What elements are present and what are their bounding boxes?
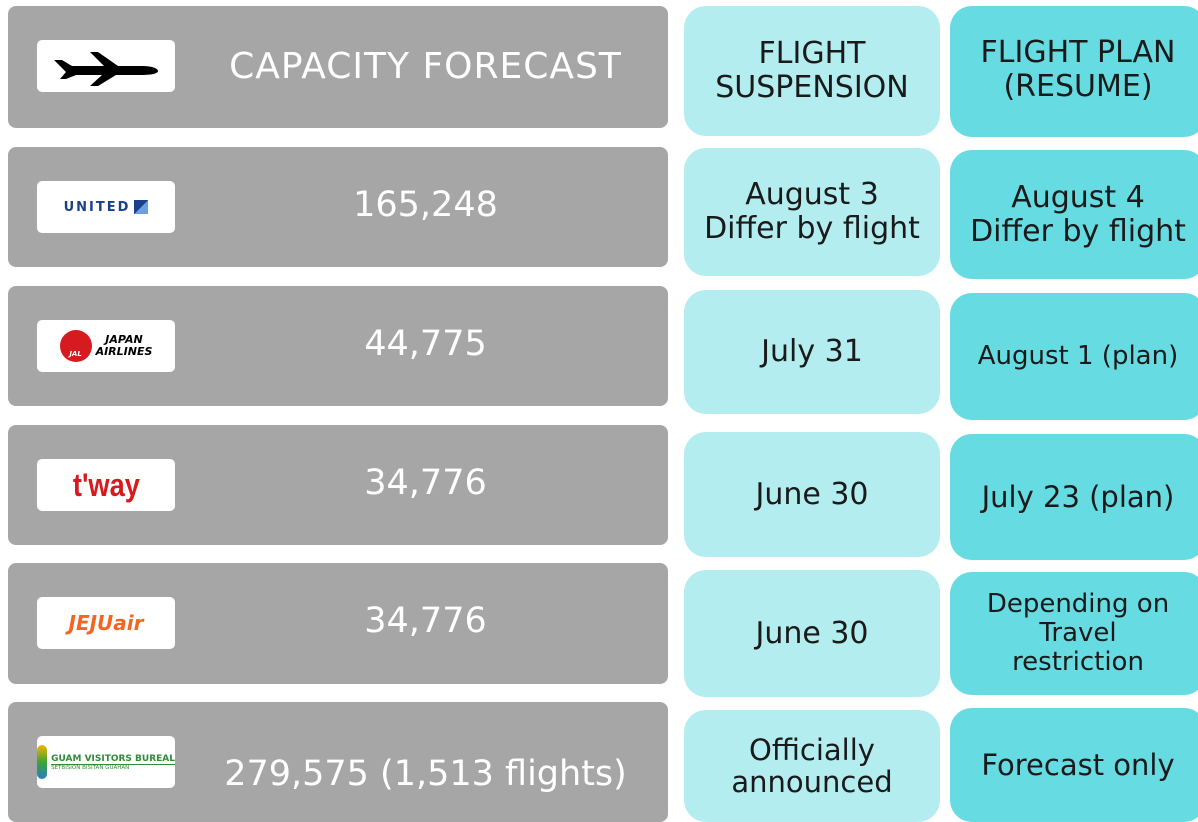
resume-text: August 4 [1011, 179, 1145, 215]
capacity-cell: UNITED 165,248 [8, 147, 668, 267]
resume-cell: July 23 (plan) [950, 434, 1198, 560]
header-text: SUSPENSION [715, 70, 909, 105]
airline-logo: t'way [37, 459, 175, 511]
logo-mark [134, 200, 149, 214]
header-resume: FLIGHT PLAN (RESUME) [950, 6, 1198, 137]
logo-text: JEJUair [68, 611, 144, 635]
logo-words: JAPAN AIRLINES [95, 332, 153, 358]
suspension-cell: June 30 [684, 432, 940, 557]
header-text: FLIGHT [758, 36, 866, 72]
resume-cell: Depending on Travel restriction [950, 572, 1198, 695]
header-text: (RESUME) [1003, 68, 1153, 104]
resume-text: August 1 (plan) [977, 340, 1179, 371]
header-capacity-text: CAPACITY FORECAST [229, 46, 622, 87]
logo-text: GUAM VISITORS BUREAL [51, 753, 175, 765]
resume-cell: Forecast only [950, 708, 1198, 822]
airline-logo: UNITED [37, 181, 175, 233]
logo-text: UNITED [63, 199, 131, 215]
resume-text: July 23 (plan) [981, 479, 1175, 514]
resume-text: restriction [1012, 647, 1144, 678]
suspension-cell: August 3 Differ by flight [684, 148, 940, 276]
plane-icon [54, 52, 158, 86]
capacity-value: 165,248 [353, 185, 498, 225]
suspension-text: announced [731, 765, 893, 799]
plane-logo [37, 40, 175, 92]
suspension-text: June 30 [755, 615, 869, 651]
capacity-cell: t'way 34,776 [8, 425, 668, 545]
suspension-cell: Officially announced [684, 710, 940, 822]
resume-text: Forecast only [981, 747, 1175, 782]
capacity-value: 34,776 [364, 463, 487, 503]
capacity-cell: GUAM VISITORS BUREAL SETBISION BISITAN GU… [8, 702, 668, 822]
resume-text: Differ by flight [970, 213, 1186, 249]
logo-circle: JAL [59, 330, 92, 362]
header-suspension: FLIGHT SUSPENSION [684, 6, 940, 136]
logo-text: JAPAN [105, 332, 143, 346]
suspension-cell: June 30 [684, 570, 940, 697]
airline-logo: JAL JAPAN AIRLINES [37, 320, 175, 372]
capacity-value: 44,775 [364, 324, 487, 364]
logo-text: AIRLINES [95, 345, 153, 358]
suspension-text: Differ by flight [704, 211, 920, 246]
airline-logo: GUAM VISITORS BUREAL SETBISION BISITAN GU… [37, 736, 175, 788]
airline-logo: JEJUair [37, 597, 175, 649]
suspension-text: June 30 [755, 476, 869, 512]
resume-cell: August 1 (plan) [950, 293, 1198, 420]
logo-text: t'way [72, 466, 140, 503]
resume-cell: August 4 Differ by flight [950, 150, 1198, 279]
suspension-text: Officially [749, 732, 875, 767]
resume-text: Depending on [986, 588, 1170, 619]
logo-text: JAL [69, 350, 82, 358]
capacity-cell: JEJUair 34,776 [8, 563, 668, 684]
header-capacity: CAPACITY FORECAST [8, 6, 668, 128]
header-text: FLIGHT PLAN [980, 35, 1176, 70]
capacity-cell: JAL JAPAN AIRLINES 44,775 [8, 286, 668, 406]
suspension-text: July 31 [761, 334, 863, 370]
suspension-cell: July 31 [684, 290, 940, 414]
capacity-value: 34,776 [364, 601, 487, 641]
suspension-text: August 3 [745, 177, 879, 213]
logo-mark [37, 745, 48, 779]
logo-text: SETBISION BISITAN GUÅHAN [51, 764, 130, 771]
capacity-value: 279,575 (1,513 flights) [224, 754, 627, 794]
logo-words: GUAM VISITORS BUREAL SETBISION BISITAN GU… [51, 754, 175, 771]
resume-text: Travel [1039, 617, 1117, 648]
